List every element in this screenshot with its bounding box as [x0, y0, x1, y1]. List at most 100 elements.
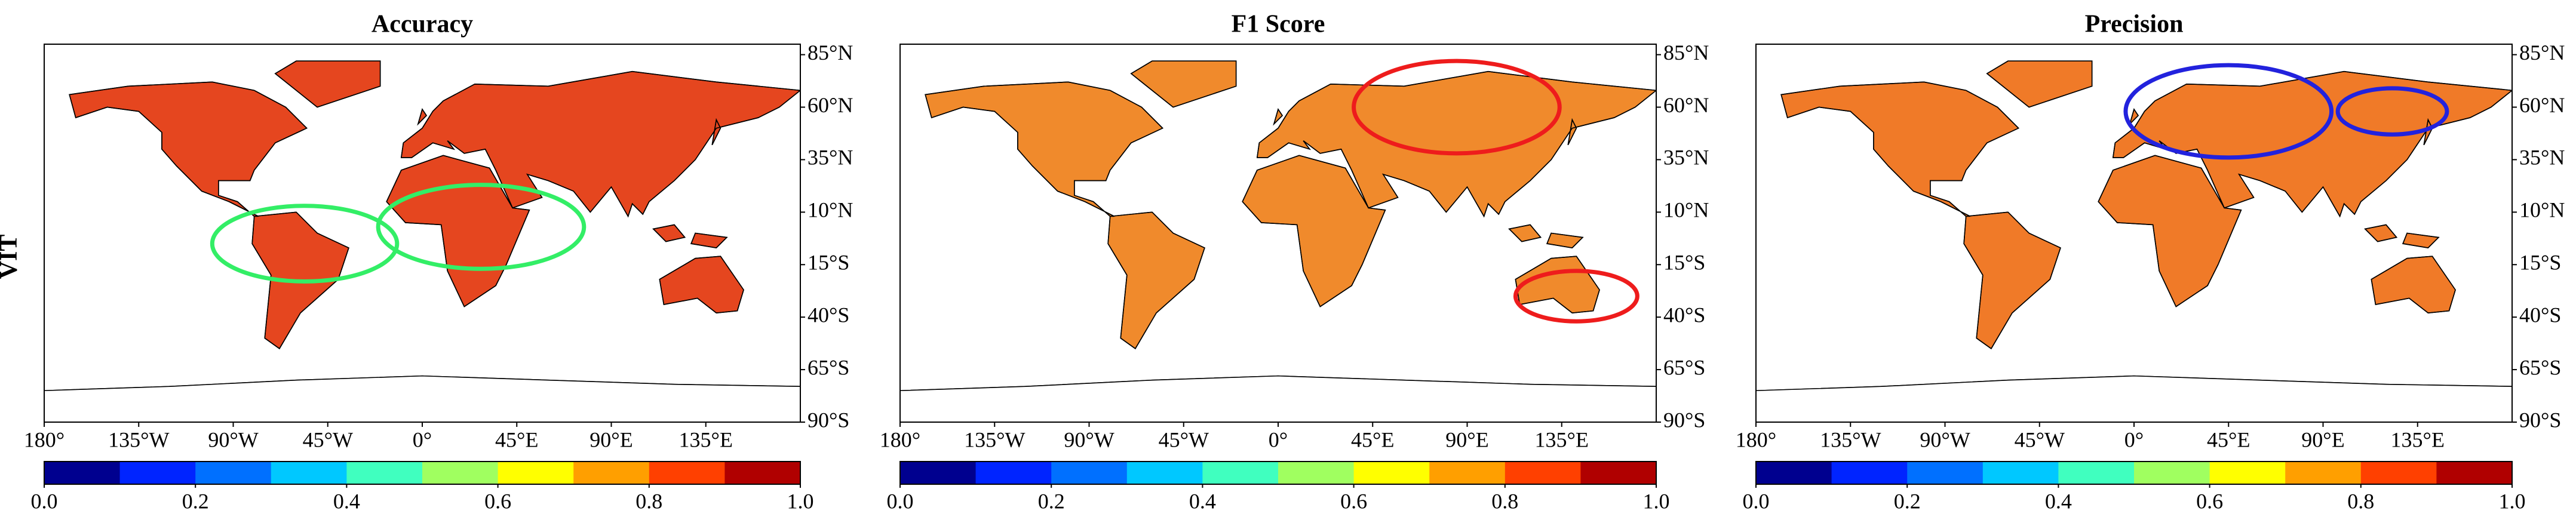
map	[900, 44, 1656, 422]
colorbar-tick-label: 0.4	[333, 489, 360, 513]
colorbar-swatch	[1907, 462, 1984, 484]
colorbar-swatch	[498, 462, 574, 484]
colorbar-tick-label: 0.0	[1743, 489, 1770, 513]
colorbar-swatch	[119, 462, 196, 484]
colorbar-tick-label: 0.4	[1189, 489, 1216, 513]
lat-tick-label: 60°N	[1663, 93, 1709, 117]
colorbar-tick-label: 0.6	[2196, 489, 2223, 513]
colorbar-swatch	[573, 462, 650, 484]
lat-tick-label: 15°S	[808, 251, 849, 275]
colorbar-swatch	[44, 462, 121, 484]
colorbar-tick-label: 0.0	[887, 489, 914, 513]
colorbar-swatch	[900, 462, 977, 484]
lat-tick-label: 10°N	[2519, 198, 2565, 222]
colorbar-tick-label: 1.0	[787, 489, 814, 513]
lon-tick-label: 135°W	[1820, 427, 1881, 451]
colorbar-tick-label: 0.4	[2045, 489, 2072, 513]
lon-tick-label: 45°W	[1159, 427, 1209, 451]
colorbar-tick-label: 0.6	[484, 489, 511, 513]
colorbar-swatch	[2134, 462, 2210, 484]
lat-tick-label: 60°N	[2519, 93, 2565, 117]
lon-tick-label: 180°	[880, 427, 920, 451]
lat-tick-label: 40°S	[1663, 303, 1705, 327]
colorbar-swatch	[2360, 462, 2437, 484]
lon-tick-label: 45°E	[2207, 427, 2250, 451]
colorbar-tick-label: 0.2	[1894, 489, 1921, 513]
colorbar-tick-label: 1.0	[1643, 489, 1670, 513]
colorbar-tick-label: 0.2	[1038, 489, 1065, 513]
colorbar-swatch	[1429, 462, 1506, 484]
lon-tick-label: 180°	[24, 427, 65, 451]
lon-tick-label: 135°E	[2391, 427, 2445, 451]
lat-tick-label: 10°N	[808, 198, 853, 222]
lon-tick-label: 135°W	[108, 427, 169, 451]
colorbar-swatch	[1982, 462, 2059, 484]
panel: F1 Score 180° 135°W 90°W 45°W 0° 45°E 90°E 135°E…	[880, 11, 1709, 513]
lon-tick-label: 135°E	[679, 427, 733, 451]
lat-tick-label: 65°S	[2519, 355, 2561, 379]
colorbar-swatch	[2436, 462, 2513, 484]
lon-tick-label: 135°E	[1535, 427, 1589, 451]
map	[1756, 44, 2512, 422]
colorbar-swatch	[422, 462, 499, 484]
lon-tick-label: 135°W	[964, 427, 1025, 451]
colorbar-tick-label: 0.6	[1340, 489, 1367, 513]
lat-tick-label: 15°S	[1663, 251, 1705, 275]
colorbar-swatch	[649, 462, 725, 484]
colorbar-swatch	[1202, 462, 1279, 484]
row-label: VIT	[0, 235, 23, 279]
colorbar-frame	[899, 461, 1657, 485]
lat-tick-label: 40°S	[808, 303, 849, 327]
lon-tick-label: 45°W	[303, 427, 353, 451]
lon-tick-label: 0°	[1269, 427, 1288, 451]
colorbar-frame	[44, 461, 801, 485]
colorbar-swatch	[975, 462, 1052, 484]
lat-tick-label: 85°N	[2519, 41, 2565, 64]
map	[44, 44, 800, 422]
lon-tick-label: 180°	[1736, 427, 1776, 451]
lon-tick-label: 90°W	[1920, 427, 1970, 451]
colorbar-swatch	[346, 462, 423, 484]
lat-tick-label: 65°S	[1663, 355, 1705, 379]
colorbar-tick-label: 0.8	[635, 489, 662, 513]
colorbar-swatch	[1505, 462, 1581, 484]
panel: Accuracy 180° 135°W 90°W 45°W 0° 45°E 90°E 135°E…	[24, 11, 853, 513]
lat-tick-label: 85°N	[1663, 41, 1709, 64]
lon-tick-label: 90°W	[208, 427, 258, 451]
panel-title: Precision	[2085, 11, 2184, 38]
lat-tick-label: 90°S	[2519, 408, 2561, 432]
colorbar-swatch	[1756, 462, 1832, 484]
colorbar-tick-label: 0.0	[31, 489, 58, 513]
lon-tick-label: 45°W	[2015, 427, 2065, 451]
lat-tick-label: 10°N	[1663, 198, 1709, 222]
panel-title: Accuracy	[371, 11, 473, 38]
panel-title: F1 Score	[1232, 11, 1325, 38]
lon-tick-label: 90°W	[1064, 427, 1114, 451]
lon-tick-label: 0°	[2124, 427, 2144, 451]
lat-tick-label: 90°S	[808, 408, 849, 432]
panel: Precision 180° 135°W 90°W 45°W 0° 45°E 90°E 135°…	[1736, 11, 2565, 513]
lon-tick-label: 90°E	[2301, 427, 2344, 451]
colorbar-tick-label: 1.0	[2499, 489, 2526, 513]
lat-tick-label: 15°S	[2519, 251, 2561, 275]
lat-tick-label: 65°S	[808, 355, 849, 379]
lon-tick-label: 90°E	[589, 427, 633, 451]
colorbar-swatch	[271, 462, 347, 484]
colorbar-swatch	[724, 462, 801, 484]
lat-tick-label: 60°N	[808, 93, 853, 117]
colorbar-swatch	[195, 462, 272, 484]
colorbar-swatch	[1831, 462, 1908, 484]
colorbar-tick-label: 0.2	[182, 489, 209, 513]
lon-tick-label: 45°E	[1351, 427, 1394, 451]
colorbar-swatch	[2285, 462, 2362, 484]
lat-tick-label: 35°N	[2519, 146, 2565, 170]
lat-tick-label: 35°N	[808, 146, 853, 170]
lat-tick-label: 85°N	[808, 41, 853, 64]
lon-tick-label: 0°	[413, 427, 432, 451]
lat-tick-label: 35°N	[1663, 146, 1709, 170]
colorbar-swatch	[1278, 462, 1355, 484]
colorbar-swatch	[2209, 462, 2286, 484]
highlight-ring	[2338, 88, 2447, 134]
